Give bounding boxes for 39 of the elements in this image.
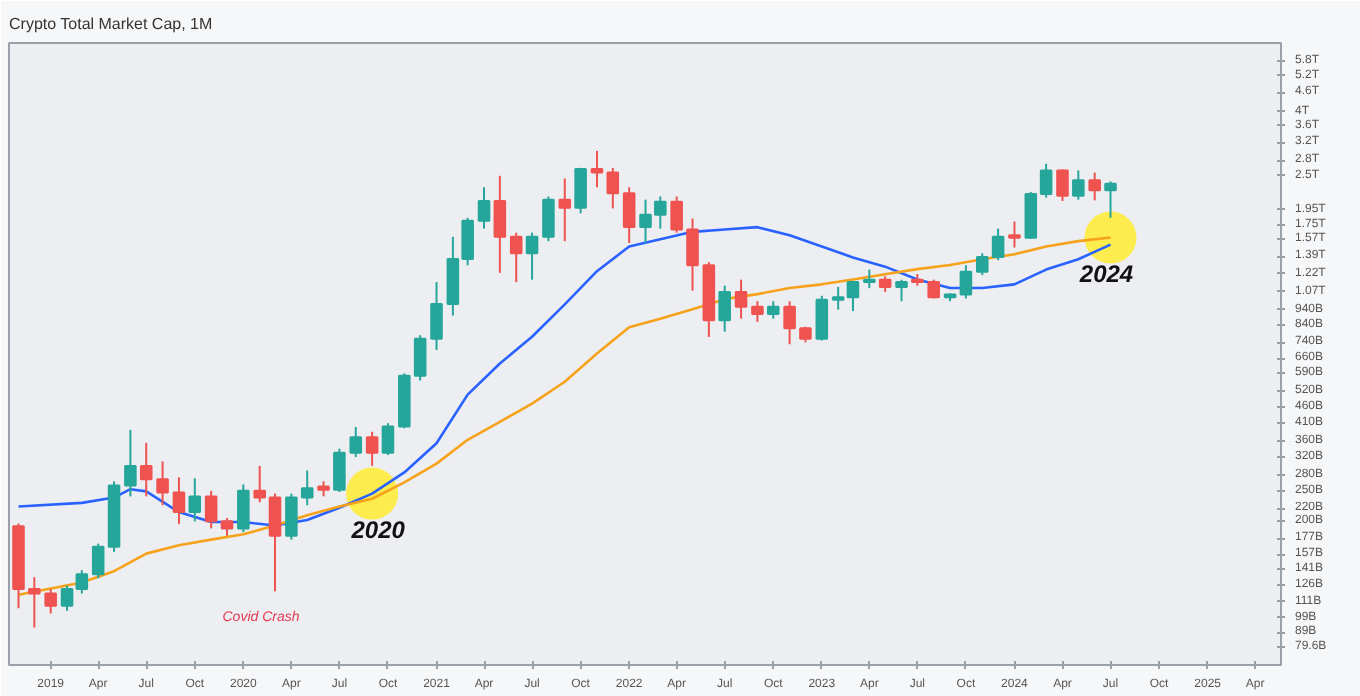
candlestick: [124, 429, 137, 498]
candlestick: [509, 231, 523, 284]
candlestick: [1072, 169, 1085, 201]
candlestick: [718, 284, 731, 333]
candlestick: [863, 268, 876, 290]
candlestick: [542, 195, 555, 243]
candlestick: [1056, 168, 1069, 202]
candlestick: [558, 177, 572, 243]
candlestick: [622, 186, 636, 244]
candlestick: [204, 489, 218, 530]
candlestick: [574, 166, 587, 215]
candlestick: [1088, 171, 1101, 202]
candlestick: [172, 476, 186, 526]
candlestick: [751, 300, 764, 323]
annotation: 2020: [349, 515, 406, 544]
candlestick: [895, 278, 908, 303]
candlestick: [606, 166, 620, 210]
candlestick: [1008, 220, 1021, 249]
candlestick: [413, 334, 427, 382]
candlestick: [188, 477, 202, 523]
candlestick: [815, 294, 829, 342]
candlestick: [156, 460, 169, 507]
candlestick: [959, 264, 973, 300]
candlestick: [493, 174, 507, 274]
candlestick: [381, 422, 395, 456]
candlestick: [734, 278, 748, 320]
candlestick: [1104, 180, 1117, 219]
candlestick: [430, 281, 443, 351]
candlestick: [333, 447, 346, 493]
candlestick: [139, 441, 153, 498]
candlestick: [349, 425, 363, 459]
candlestick: [525, 231, 539, 281]
candlestick: [91, 542, 105, 580]
candlestick: [365, 430, 379, 467]
candlestick: [590, 149, 604, 189]
candlestick: [237, 483, 250, 534]
annotation: 2024: [1077, 259, 1134, 288]
candlestick: [477, 186, 491, 230]
chart-title: Crypto Total Market Cap, 1M: [9, 15, 214, 33]
